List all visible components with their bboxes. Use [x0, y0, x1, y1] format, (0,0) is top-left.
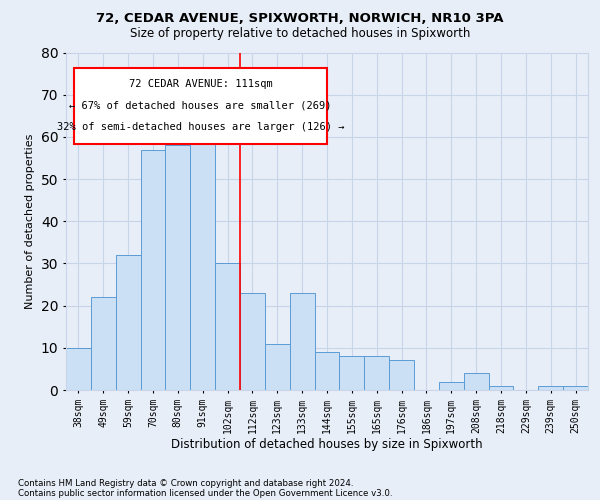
Bar [538, 386, 563, 390]
Text: Contains HM Land Registry data © Crown copyright and database right 2024.: Contains HM Land Registry data © Crown c… [18, 478, 353, 488]
Text: ← 67% of detached houses are smaller (269): ← 67% of detached houses are smaller (26… [69, 100, 332, 110]
Bar [140, 150, 166, 390]
X-axis label: Distribution of detached houses by size in Spixworth: Distribution of detached houses by size … [171, 438, 483, 452]
Bar [265, 344, 290, 390]
Text: 72, CEDAR AVENUE, SPIXWORTH, NORWICH, NR10 3PA: 72, CEDAR AVENUE, SPIXWORTH, NORWICH, NR… [96, 12, 504, 26]
Y-axis label: Number of detached properties: Number of detached properties [25, 134, 35, 309]
Bar [66, 348, 91, 390]
Bar [439, 382, 464, 390]
Bar [488, 386, 514, 390]
Bar [464, 373, 488, 390]
Bar [116, 255, 140, 390]
Bar [563, 386, 588, 390]
Bar [314, 352, 340, 390]
FancyBboxPatch shape [74, 68, 327, 144]
Bar [340, 356, 364, 390]
Bar [240, 293, 265, 390]
Text: Size of property relative to detached houses in Spixworth: Size of property relative to detached ho… [130, 28, 470, 40]
Text: 32% of semi-detached houses are larger (126) →: 32% of semi-detached houses are larger (… [56, 122, 344, 132]
Bar [166, 146, 190, 390]
Bar [290, 293, 314, 390]
Bar [190, 116, 215, 390]
Text: Contains public sector information licensed under the Open Government Licence v3: Contains public sector information licen… [18, 488, 392, 498]
Text: 72 CEDAR AVENUE: 111sqm: 72 CEDAR AVENUE: 111sqm [128, 80, 272, 90]
Bar [215, 264, 240, 390]
Bar [91, 297, 116, 390]
Bar [389, 360, 414, 390]
Bar [364, 356, 389, 390]
